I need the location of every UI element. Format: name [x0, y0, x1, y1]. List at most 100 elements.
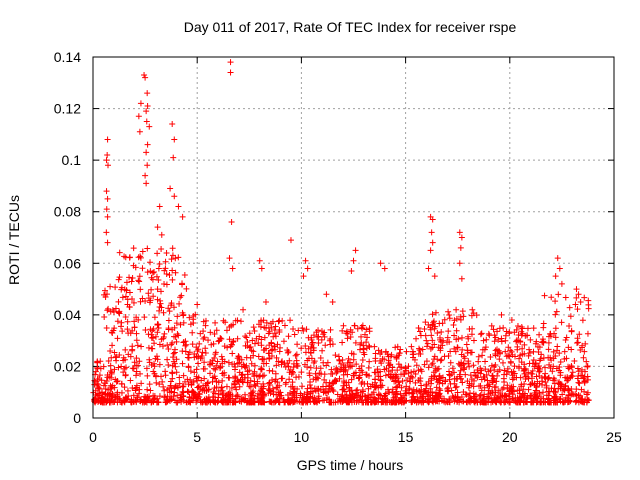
data-point	[315, 385, 322, 392]
data-point	[461, 355, 468, 362]
x-tick-label: 15	[398, 429, 414, 445]
data-point	[305, 334, 312, 341]
data-point	[540, 389, 547, 396]
data-point	[134, 362, 141, 369]
data-point	[395, 379, 402, 386]
data-point	[120, 357, 127, 364]
data-point	[329, 341, 336, 348]
data-point	[385, 371, 392, 378]
data-point	[346, 385, 353, 392]
data-point	[415, 377, 422, 384]
data-point	[377, 351, 384, 358]
x-tick-label: 10	[294, 429, 310, 445]
data-point	[569, 369, 576, 376]
data-point	[465, 398, 472, 405]
y-tick-label: 0	[73, 410, 81, 426]
data-point-peak	[104, 195, 111, 202]
data-point	[156, 303, 163, 310]
data-point	[393, 353, 400, 360]
data-point	[425, 378, 432, 385]
data-point	[96, 372, 103, 379]
data-point	[459, 346, 466, 353]
data-point	[157, 300, 164, 307]
data-point	[297, 392, 304, 399]
data-point	[150, 293, 157, 300]
data-point-peak	[348, 268, 355, 275]
data-point	[140, 397, 147, 404]
data-point-peak	[498, 311, 505, 318]
data-point	[162, 372, 169, 379]
data-point	[530, 348, 537, 355]
data-point	[508, 348, 515, 355]
data-point	[236, 383, 243, 390]
data-point	[145, 344, 152, 351]
data-point	[478, 330, 485, 337]
data-point	[153, 273, 160, 280]
data-point	[104, 395, 111, 402]
data-point-peak	[135, 113, 142, 120]
data-point	[128, 399, 135, 406]
data-point	[203, 387, 210, 394]
data-point	[133, 355, 140, 362]
data-point	[423, 391, 430, 398]
data-point	[557, 359, 564, 366]
data-point	[417, 389, 424, 396]
data-point	[437, 357, 444, 364]
data-point	[533, 392, 540, 399]
data-point	[403, 348, 410, 355]
data-point	[105, 357, 112, 364]
data-point	[279, 375, 286, 382]
data-point	[148, 286, 155, 293]
data-point-peak	[144, 162, 151, 169]
data-point-peak	[103, 206, 110, 213]
data-point	[503, 371, 510, 378]
data-point	[179, 309, 186, 316]
data-point	[436, 398, 443, 405]
data-point	[340, 362, 347, 369]
data-point	[169, 339, 176, 346]
data-point	[345, 355, 352, 362]
data-point	[261, 334, 268, 341]
data-point	[295, 373, 302, 380]
data-point	[502, 337, 509, 344]
data-point	[153, 353, 160, 360]
data-point	[492, 399, 499, 406]
data-point	[446, 338, 453, 345]
data-point	[408, 389, 415, 396]
data-point	[111, 349, 118, 356]
data-point	[568, 385, 575, 392]
data-point	[581, 348, 588, 355]
data-point	[500, 375, 507, 382]
data-point	[102, 287, 109, 294]
data-point	[531, 382, 538, 389]
data-point	[359, 357, 366, 364]
data-point	[424, 343, 431, 350]
data-point	[469, 325, 476, 332]
data-point	[447, 359, 454, 366]
data-point	[394, 367, 401, 374]
data-point	[315, 375, 322, 382]
data-point	[119, 294, 126, 301]
data-point	[200, 335, 207, 342]
data-point	[355, 391, 362, 398]
data-point	[97, 399, 104, 406]
data-point	[108, 369, 115, 376]
data-point	[540, 354, 547, 361]
data-point	[115, 276, 122, 283]
data-point	[415, 399, 422, 406]
data-point	[105, 386, 112, 393]
data-point	[115, 298, 122, 305]
data-point	[499, 386, 506, 393]
data-point	[542, 364, 549, 371]
data-point	[133, 372, 140, 379]
data-point	[311, 394, 318, 401]
data-point	[459, 379, 466, 386]
data-point	[337, 397, 344, 404]
data-point	[511, 329, 518, 336]
data-point	[251, 362, 258, 369]
data-point	[557, 372, 564, 379]
data-point	[211, 330, 218, 337]
data-point	[169, 276, 176, 283]
data-point	[134, 342, 141, 349]
data-point	[309, 340, 316, 347]
